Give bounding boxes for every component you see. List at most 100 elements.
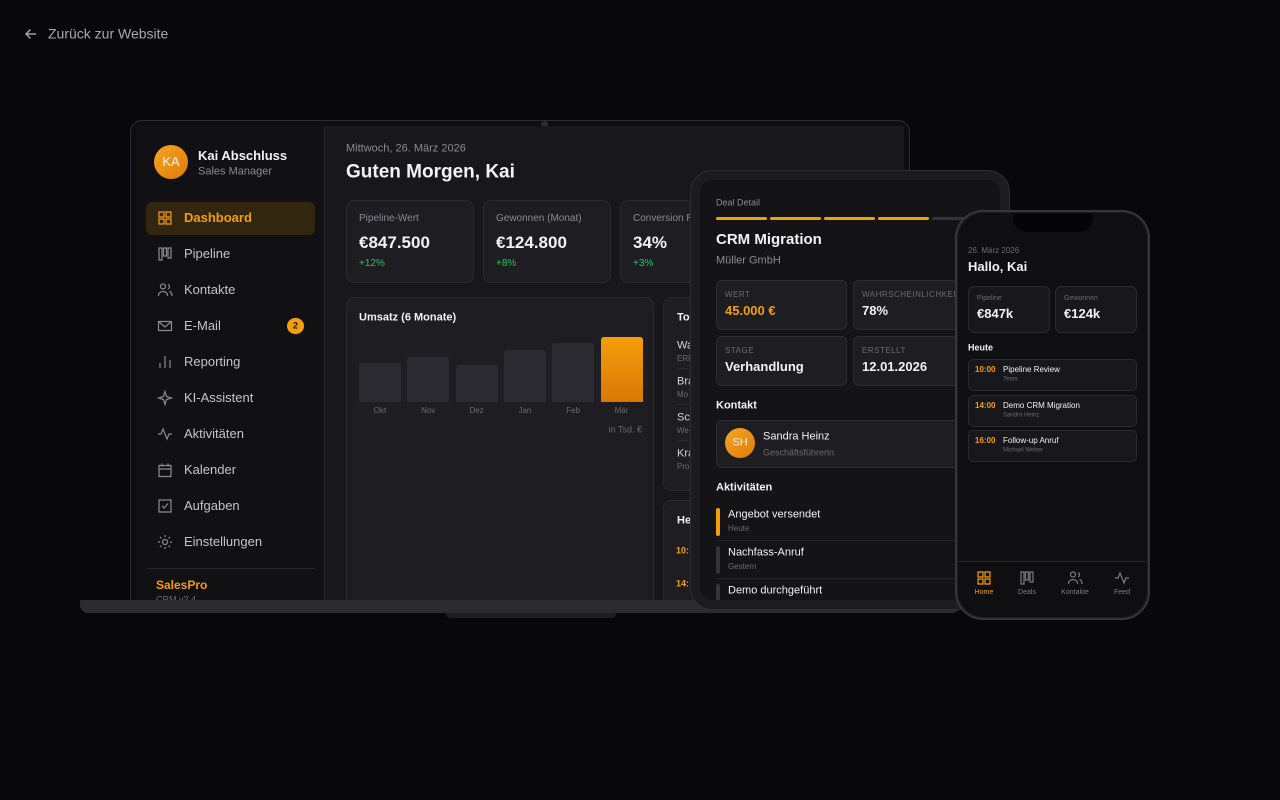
label[interactable]: Aufgaben <box>184 498 240 514</box>
tablet-header: Deal Detail <box>716 197 761 208</box>
tablet-deal: CRM Migration <box>716 231 822 248</box>
value: 45.000 € <box>725 303 776 319</box>
row-divider <box>716 540 986 541</box>
change: +3% <box>633 258 654 269</box>
contact-role: Geschäftsführerin <box>763 447 835 458</box>
icon-path <box>157 283 173 297</box>
label[interactable]: Aktivitäten <box>184 426 244 442</box>
progress-segment <box>824 217 875 220</box>
back-arrow[interactable] <box>24 27 38 41</box>
icon-path <box>158 463 172 478</box>
bar <box>359 363 401 402</box>
tabs-[interactable]: Deals <box>1018 588 1036 596</box>
icon <box>1067 571 1083 585</box>
label: Gewonnen <box>1064 294 1098 302</box>
change: +8% <box>496 258 517 269</box>
title: Nachfass-Anruf <box>728 546 804 559</box>
icon-path <box>158 247 172 261</box>
categories-: Jan <box>518 406 532 416</box>
icon-path <box>159 356 171 368</box>
name: Kra <box>677 447 695 460</box>
bar <box>455 365 498 402</box>
contact-avatar <box>725 428 755 458</box>
laptop-version: CRM v2.4 <box>156 594 197 600</box>
value: 34% <box>633 232 668 252</box>
label[interactable]: Einstellungen <box>184 534 263 550</box>
label[interactable]: Kalender <box>184 462 237 478</box>
icon-path <box>158 211 172 225</box>
times-: 14: <box>676 578 690 589</box>
activity-bar <box>716 584 720 600</box>
sub: We <box>677 426 689 436</box>
categories-: Mär <box>614 406 629 416</box>
activity-bar <box>716 508 720 536</box>
phone-date: 26. März 2026 <box>968 246 1020 256</box>
label: STAGE <box>725 346 755 356</box>
title: Pipeline Review <box>1003 365 1060 375</box>
tablet-activities_title: Aktivitäten <box>716 481 773 494</box>
phone-greeting: Hallo, Kai <box>968 259 1028 275</box>
label[interactable]: Reporting <box>184 354 241 370</box>
sub: ERP <box>677 354 694 364</box>
chart_data-title: Umsatz (6 Monate) <box>359 311 457 324</box>
icon-path <box>158 535 172 549</box>
badge: 2 <box>292 320 299 331</box>
label[interactable]: Pipeline <box>184 246 231 262</box>
value: €847.500 <box>359 232 430 252</box>
sub: Mo <box>677 390 689 400</box>
tabs-[interactable]: Feed <box>1114 588 1130 596</box>
icon <box>158 499 172 513</box>
value: 78% <box>862 303 889 319</box>
top_deals-title: To <box>677 311 690 324</box>
value: €847k <box>977 306 1014 322</box>
icon-path <box>1020 571 1034 585</box>
tabs-[interactable]: Home <box>974 588 994 596</box>
bar <box>600 337 643 402</box>
categories-: Nov <box>421 406 436 416</box>
badge <box>287 318 304 334</box>
phone-kpi <box>1055 286 1137 333</box>
icon <box>157 283 173 297</box>
icon <box>1020 571 1034 585</box>
tabs-[interactable]: Kontakte <box>1061 588 1089 596</box>
nav-active[interactable] <box>146 202 315 235</box>
icon-path <box>1115 571 1129 585</box>
icon <box>158 211 172 225</box>
label: ERSTELLT <box>862 346 906 356</box>
label: WERT <box>725 290 751 300</box>
row-divider <box>716 578 986 579</box>
laptop-greeting: Guten Morgen, Kai <box>346 161 515 183</box>
value: Verhandlung <box>725 359 804 375</box>
event-row[interactable] <box>968 430 1137 462</box>
phone-screen: 26. März 2026 Hallo, Kai Pipeline €847k Gewo… <box>958 213 1147 617</box>
label[interactable]: Kontakte <box>184 282 236 298</box>
icon-path <box>157 320 173 332</box>
event-row[interactable] <box>968 394 1137 427</box>
label: Pipeline <box>977 294 1002 302</box>
icon-path <box>977 571 991 585</box>
icon-path <box>1067 571 1083 585</box>
laptop-brand: SalesPro <box>156 577 208 592</box>
icon <box>159 356 171 368</box>
title: Angebot versendet <box>728 508 821 521</box>
icon <box>977 571 991 585</box>
back-link[interactable]: Zurück zur Website <box>48 25 169 42</box>
chart_data-unit_label: in Tsd. € <box>608 424 642 435</box>
phone-today_title: Heute <box>968 342 994 353</box>
label: Gewonnen (Monat) <box>496 213 582 224</box>
title: Follow-up Anruf <box>1003 436 1059 446</box>
change: +12% <box>359 258 385 269</box>
event-row[interactable] <box>968 359 1137 391</box>
field-box <box>716 280 847 330</box>
laptop-date: Mittwoch, 26. März 2026 <box>346 142 466 155</box>
label: WAHRSCHEINLICHKEIT <box>862 290 962 300</box>
contact-box[interactable] <box>716 420 986 468</box>
time: 10:00 <box>975 365 996 375</box>
label[interactable]: Dashboard <box>184 210 252 226</box>
categories-: Okt <box>373 406 387 416</box>
label[interactable]: KI-Assistent <box>184 390 254 406</box>
icon-path <box>158 427 172 441</box>
avatar <box>154 145 188 179</box>
label[interactable]: E-Mail <box>184 318 221 334</box>
